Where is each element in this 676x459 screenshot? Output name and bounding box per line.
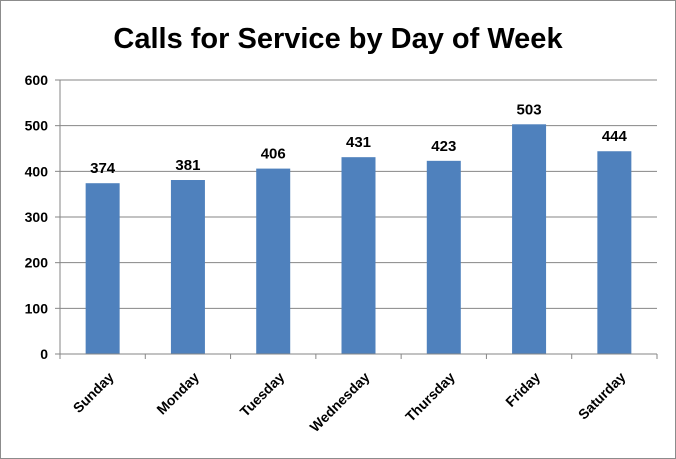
data-labels: 374 381 406 431 423 503 444 (90, 101, 627, 177)
y-tick-label: 500 (25, 118, 49, 134)
data-label: 431 (346, 134, 371, 151)
bar-thursday (426, 160, 461, 354)
bar-friday (512, 124, 547, 355)
x-tick-label: Tuesday (237, 369, 288, 420)
bar-wednesday (341, 157, 376, 354)
x-tick-label: Wednesday (306, 369, 372, 435)
bar-tuesday (256, 168, 291, 354)
data-label: 503 (517, 101, 542, 118)
chart-title: Calls for Service by Day of Week (113, 23, 563, 55)
x-tick-label: Friday (502, 369, 543, 410)
bar-sunday (85, 183, 120, 354)
x-tick-label: Saturday (575, 369, 629, 423)
bar-saturday (597, 151, 632, 354)
y-tick-label: 600 (25, 72, 49, 88)
x-tick-label: Sunday (70, 369, 117, 416)
data-label: 423 (431, 138, 456, 155)
y-tick-label: 200 (25, 255, 49, 271)
y-tick-label: 300 (25, 209, 49, 225)
data-label: 406 (261, 146, 286, 163)
y-axis-ticks: 0 100 200 300 400 500 600 (25, 72, 60, 362)
bar-monday (170, 180, 205, 354)
data-label: 381 (175, 157, 200, 174)
data-label: 374 (90, 160, 116, 177)
bars (85, 124, 632, 355)
y-tick-label: 0 (40, 346, 48, 362)
x-tick-label: Monday (153, 369, 202, 418)
x-tick-label: Thursday (402, 369, 458, 425)
data-label: 444 (602, 128, 628, 145)
y-tick-label: 400 (25, 163, 49, 179)
x-axis-ticks: Sunday Monday Tuesday Wednesday Thursday Frid… (59, 354, 658, 435)
y-tick-label: 100 (25, 300, 49, 316)
axes (59, 80, 657, 355)
